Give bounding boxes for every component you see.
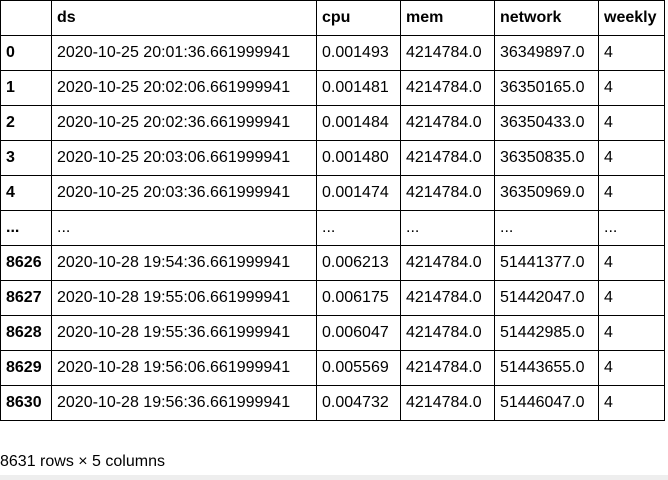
row-index: 8630 (0, 385, 52, 421)
cell-weekly: 4 (598, 315, 665, 351)
table-header: ds cpu mem network weekly (0, 0, 665, 36)
cell-network: 51441377.0 (494, 245, 599, 281)
cell-weekly: 4 (598, 175, 665, 211)
cell-cpu: 0.001481 (316, 70, 401, 106)
cell-network: 51446047.0 (494, 385, 599, 421)
table-row: 1 2020-10-25 20:02:06.661999941 0.001481 42… (0, 70, 665, 106)
cell-cpu: 0.006213 (316, 245, 401, 281)
row-index: 8626 (0, 245, 52, 281)
cell-network: 51443655.0 (494, 350, 599, 386)
table-row: 8626 2020-10-28 19:54:36.661999941 0.00621… (0, 245, 665, 281)
cell-mem: 4214784.0 (400, 280, 495, 316)
cell-weekly: 4 (598, 280, 665, 316)
column-header-ds: ds (51, 0, 317, 36)
cell-cpu: 0.006175 (316, 280, 401, 316)
cell-cpu: 0.001480 (316, 140, 401, 176)
cell-mem: 4214784.0 (400, 70, 495, 106)
cell-mem: 4214784.0 (400, 385, 495, 421)
cell-weekly: 4 (598, 245, 665, 281)
cell-network: 36350835.0 (494, 140, 599, 176)
cell-ds: 2020-10-25 20:03:06.661999941 (51, 140, 317, 176)
dataframe-table: ds cpu mem network weekly 0 2020-10-25 20… (0, 0, 665, 421)
row-index: 4 (0, 175, 52, 211)
table-row: 8627 2020-10-28 19:55:06.661999941 0.00617… (0, 280, 665, 316)
cell-cpu: 0.001484 (316, 105, 401, 141)
table-row: .................. (0, 210, 665, 246)
cell-cpu: 0.001493 (316, 35, 401, 71)
row-index: ... (0, 210, 52, 246)
cell-network: 36350165.0 (494, 70, 599, 106)
index-header (0, 0, 52, 36)
cell-weekly: 4 (598, 350, 665, 386)
table-row: 8630 2020-10-28 19:56:36.661999941 0.00473… (0, 385, 665, 421)
cell-ds: 2020-10-25 20:03:36.661999941 (51, 175, 317, 211)
cell-cpu: 0.005569 (316, 350, 401, 386)
row-index: 1 (0, 70, 52, 106)
cell-weekly: 4 (598, 385, 665, 421)
cell-network: ... (494, 210, 599, 246)
cell-mem: 4214784.0 (400, 315, 495, 351)
cell-mem: ... (400, 210, 495, 246)
table-row: 0 2020-10-25 20:01:36.661999941 0.001493 42… (0, 35, 665, 71)
cell-weekly: ... (598, 210, 665, 246)
header-row: ds cpu mem network weekly (0, 0, 665, 36)
cell-weekly: 4 (598, 70, 665, 106)
cell-cpu: 0.004732 (316, 385, 401, 421)
row-index: 0 (0, 35, 52, 71)
cell-network: 51442985.0 (494, 315, 599, 351)
cell-ds: 2020-10-28 19:55:36.661999941 (51, 315, 317, 351)
cell-mem: 4214784.0 (400, 245, 495, 281)
cell-ds: ... (51, 210, 317, 246)
column-header-mem: mem (400, 0, 495, 36)
cell-network: 51442047.0 (494, 280, 599, 316)
cell-mem: 4214784.0 (400, 350, 495, 386)
column-header-network: network (494, 0, 599, 36)
table-row: 8628 2020-10-28 19:55:36.661999941 0.00604… (0, 315, 665, 351)
cell-ds: 2020-10-28 19:56:06.661999941 (51, 350, 317, 386)
cell-network: 36350969.0 (494, 175, 599, 211)
cell-network: 36350433.0 (494, 105, 599, 141)
column-header-cpu: cpu (316, 0, 401, 36)
cell-cpu: 0.006047 (316, 315, 401, 351)
cell-weekly: 4 (598, 35, 665, 71)
cell-ds: 2020-10-28 19:56:36.661999941 (51, 385, 317, 421)
cell-ds: 2020-10-28 19:55:06.661999941 (51, 280, 317, 316)
output-area-bottom-edge (0, 475, 668, 480)
cell-cpu: 0.001474 (316, 175, 401, 211)
row-index: 8629 (0, 350, 52, 386)
row-count-summary: 8631 rows × 5 columns (0, 453, 165, 470)
row-index: 2 (0, 105, 52, 141)
cell-mem: 4214784.0 (400, 35, 495, 71)
table-row: 2 2020-10-25 20:02:36.661999941 0.001484 42… (0, 105, 665, 141)
table-body: 0 2020-10-25 20:01:36.661999941 0.001493 42… (0, 35, 665, 421)
cell-mem: 4214784.0 (400, 175, 495, 211)
row-index: 8627 (0, 280, 52, 316)
cell-mem: 4214784.0 (400, 140, 495, 176)
row-index: 3 (0, 140, 52, 176)
cell-ds: 2020-10-25 20:02:06.661999941 (51, 70, 317, 106)
row-index: 8628 (0, 315, 52, 351)
cell-weekly: 4 (598, 140, 665, 176)
cell-ds: 2020-10-25 20:01:36.661999941 (51, 35, 317, 71)
cell-network: 36349897.0 (494, 35, 599, 71)
cell-mem: 4214784.0 (400, 105, 495, 141)
table-row: 8629 2020-10-28 19:56:06.661999941 0.00556… (0, 350, 665, 386)
cell-cpu: ... (316, 210, 401, 246)
cell-ds: 2020-10-28 19:54:36.661999941 (51, 245, 317, 281)
column-header-weekly: weekly (598, 0, 665, 36)
table-row: 4 2020-10-25 20:03:36.661999941 0.001474 42… (0, 175, 665, 211)
table-row: 3 2020-10-25 20:03:06.661999941 0.001480 42… (0, 140, 665, 176)
cell-ds: 2020-10-25 20:02:36.661999941 (51, 105, 317, 141)
cell-weekly: 4 (598, 105, 665, 141)
